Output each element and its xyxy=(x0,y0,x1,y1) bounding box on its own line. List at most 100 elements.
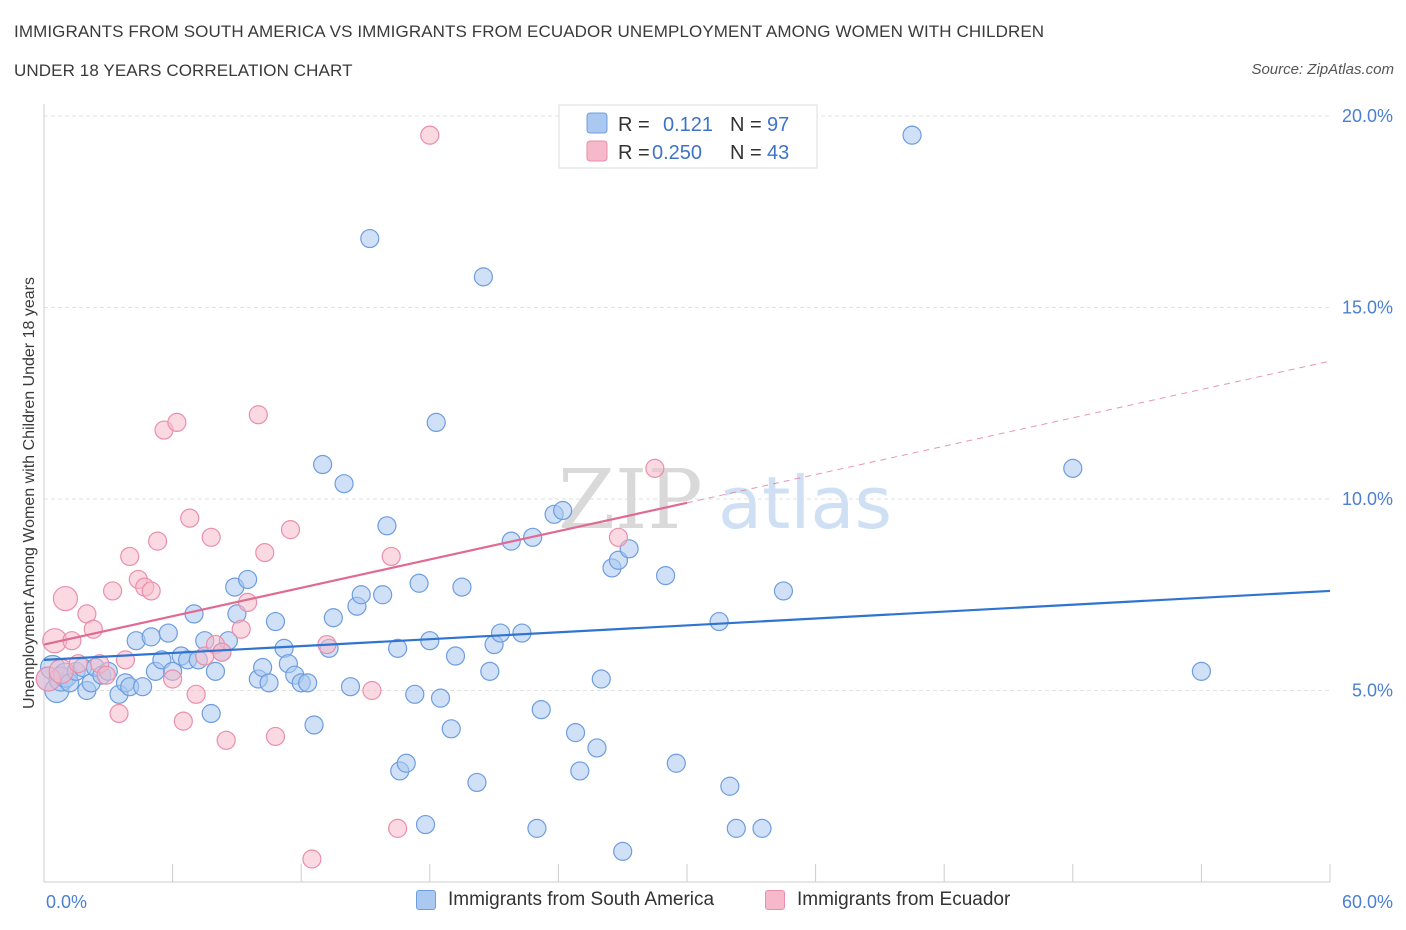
ecuador-point-20 xyxy=(167,412,187,432)
south-america-point-80 xyxy=(570,761,590,781)
ecuador-point-33 xyxy=(265,726,286,747)
south-america-point-68 xyxy=(473,267,493,287)
ecuador-point-11 xyxy=(109,703,129,724)
south-america-point-53 xyxy=(373,585,393,605)
south-america-point-81 xyxy=(587,738,607,758)
south-america-point-78 xyxy=(553,500,573,521)
watermark-atlas: atlas xyxy=(718,461,892,545)
ecuador-point-16 xyxy=(141,581,161,601)
south-america-point-75 xyxy=(527,818,547,838)
ecuador-point-40 xyxy=(420,125,440,145)
south-america-point-59 xyxy=(409,573,429,593)
south-america-point-44 xyxy=(304,715,324,735)
south-america-point-34 xyxy=(238,569,258,590)
legend-box: R = 0.121 N = 97 R = 0.250 N = 43 xyxy=(558,104,818,169)
trend-line-ecuador-extension xyxy=(686,360,1331,504)
y-tick-labels: 5.0% 10.0% 15.0% 20.0% xyxy=(1342,106,1393,701)
south-america-point-62 xyxy=(426,412,446,432)
ecuador-point-35 xyxy=(302,849,322,869)
south-america-point-28 xyxy=(201,703,221,724)
bottom-legend-label-pink: Immigrants from Ecuador xyxy=(797,889,1011,910)
ecuador-point-34 xyxy=(280,520,301,540)
bottom-legend-label-blue: Immigrants from South America xyxy=(448,889,715,910)
y-tick-label-0: 5.0% xyxy=(1352,681,1393,701)
south-america-point-95 xyxy=(1063,458,1083,478)
x-tick-label-min: 0.0% xyxy=(46,892,87,912)
south-america-point-87 xyxy=(655,565,676,586)
south-america-point-82 xyxy=(591,669,611,689)
ecuador-point-31 xyxy=(248,405,268,425)
legend-n-value-1: 97 xyxy=(767,114,789,136)
ecuador-point-12 xyxy=(115,650,136,670)
ecuador-point-25 xyxy=(201,527,221,547)
south-america-point-21 xyxy=(158,623,178,643)
legend-r-label-2: R = xyxy=(618,142,650,164)
ecuador-point-30 xyxy=(238,592,258,613)
south-america-point-88 xyxy=(666,753,686,773)
south-america-point-29 xyxy=(205,661,226,681)
south-america-point-43 xyxy=(298,673,318,693)
ecuador-point-3 xyxy=(52,585,79,612)
south-america-point-93 xyxy=(773,581,794,601)
legend-n-label-2: N = xyxy=(730,142,762,164)
south-america-point-92 xyxy=(752,818,772,838)
south-america-point-47 xyxy=(323,608,343,628)
south-america-point-63 xyxy=(430,688,451,708)
ecuador-point-38 xyxy=(381,546,401,567)
south-america-point-64 xyxy=(441,719,461,739)
bottom-legend-swatch-blue xyxy=(416,890,436,910)
south-america-point-49 xyxy=(340,677,361,697)
bottom-legend-blue: Immigrants from South America xyxy=(416,889,714,911)
legend-swatch-pink xyxy=(586,140,608,162)
x-tick-marks xyxy=(172,864,1331,882)
legend-swatch-blue xyxy=(586,112,608,134)
ecuador-point-10 xyxy=(102,581,123,601)
ecuador-point-21 xyxy=(173,711,193,731)
grid-lines xyxy=(44,115,1330,691)
watermark: ZIP atlas xyxy=(558,453,892,548)
south-america-point-52 xyxy=(360,228,380,249)
south-america-point-58 xyxy=(405,684,425,704)
bottom-legend-swatch-pink xyxy=(765,890,785,910)
south-america-point-85 xyxy=(613,841,633,861)
legend-r-label-1: R = xyxy=(618,114,650,136)
chart-title-line2: UNDER 18 YEARS CORRELATION CHART xyxy=(14,61,353,80)
south-america-point-18 xyxy=(141,627,161,647)
ecuador-point-37 xyxy=(362,680,382,701)
south-america-point-91 xyxy=(726,818,746,838)
legend-r-value-1: 0.121 xyxy=(663,114,713,136)
south-america-point-54 xyxy=(377,516,397,536)
south-america-point-67 xyxy=(467,772,487,793)
south-america-point-71 xyxy=(490,623,511,643)
south-america-point-48 xyxy=(334,474,354,494)
chart-title-line1: IMMIGRANTS FROM SOUTH AMERICA VS IMMIGRA… xyxy=(14,22,1045,41)
south-america-point-51 xyxy=(351,585,371,605)
ecuador-point-41 xyxy=(608,527,629,547)
y-axis-label: Unemployment Among Women with Children U… xyxy=(21,277,38,709)
ecuador-point-17 xyxy=(147,531,168,551)
south-america-point-57 xyxy=(396,753,416,773)
source-label: Source: ZipAtlas.com xyxy=(1251,61,1394,78)
south-america-point-17 xyxy=(132,677,153,697)
ecuador-point-29 xyxy=(231,619,251,639)
ecuador-point-28 xyxy=(216,730,236,750)
ecuador-point-27 xyxy=(212,642,232,662)
watermark-zip: ZIP xyxy=(558,453,703,548)
legend-n-label-1: N = xyxy=(730,114,762,136)
trend-line-south-america xyxy=(43,589,1331,661)
ecuador-point-23 xyxy=(186,684,206,704)
legend-n-value-2: 43 xyxy=(767,142,789,164)
x-tick-label-max: 60.0% xyxy=(1342,892,1393,912)
south-america-point-96 xyxy=(1191,661,1212,681)
ecuador-point-42 xyxy=(645,458,665,478)
south-america-point-65 xyxy=(445,646,466,666)
south-america-point-76 xyxy=(531,700,551,720)
ecuador-point-9 xyxy=(96,665,116,685)
south-america-point-69 xyxy=(480,661,500,681)
south-america-point-79 xyxy=(565,723,586,743)
legend-r-value-2: 0.250 xyxy=(652,142,702,164)
south-america-point-66 xyxy=(452,577,472,597)
south-america-point-89 xyxy=(709,611,729,632)
south-america-point-45 xyxy=(313,454,333,475)
